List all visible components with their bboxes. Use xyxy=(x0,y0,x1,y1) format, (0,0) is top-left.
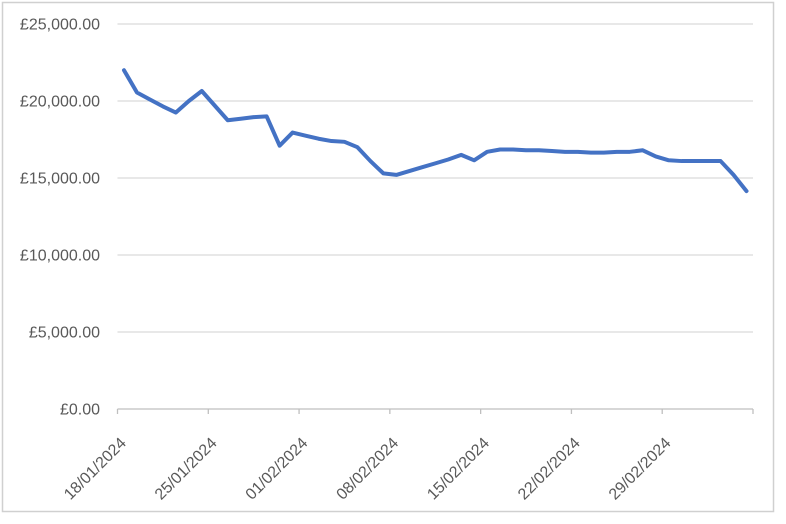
y-axis-labels: £0.00 £5,000.00 £10,000.00 £15,000.00 £20,00… xyxy=(20,17,100,419)
data-series-line xyxy=(121,68,749,194)
y-axis-label: £5,000.00 xyxy=(29,325,100,342)
x-axis-ticks xyxy=(116,409,754,414)
chart-area-background xyxy=(1,1,775,513)
gridlines xyxy=(117,23,753,410)
y-axis-label: £25,000.00 xyxy=(20,17,100,34)
y-axis-label: £0.00 xyxy=(60,402,100,419)
y-axis-label: £20,000.00 xyxy=(20,94,100,111)
y-axis-label: £15,000.00 xyxy=(20,171,100,188)
y-axis-label: £10,000.00 xyxy=(20,248,100,265)
